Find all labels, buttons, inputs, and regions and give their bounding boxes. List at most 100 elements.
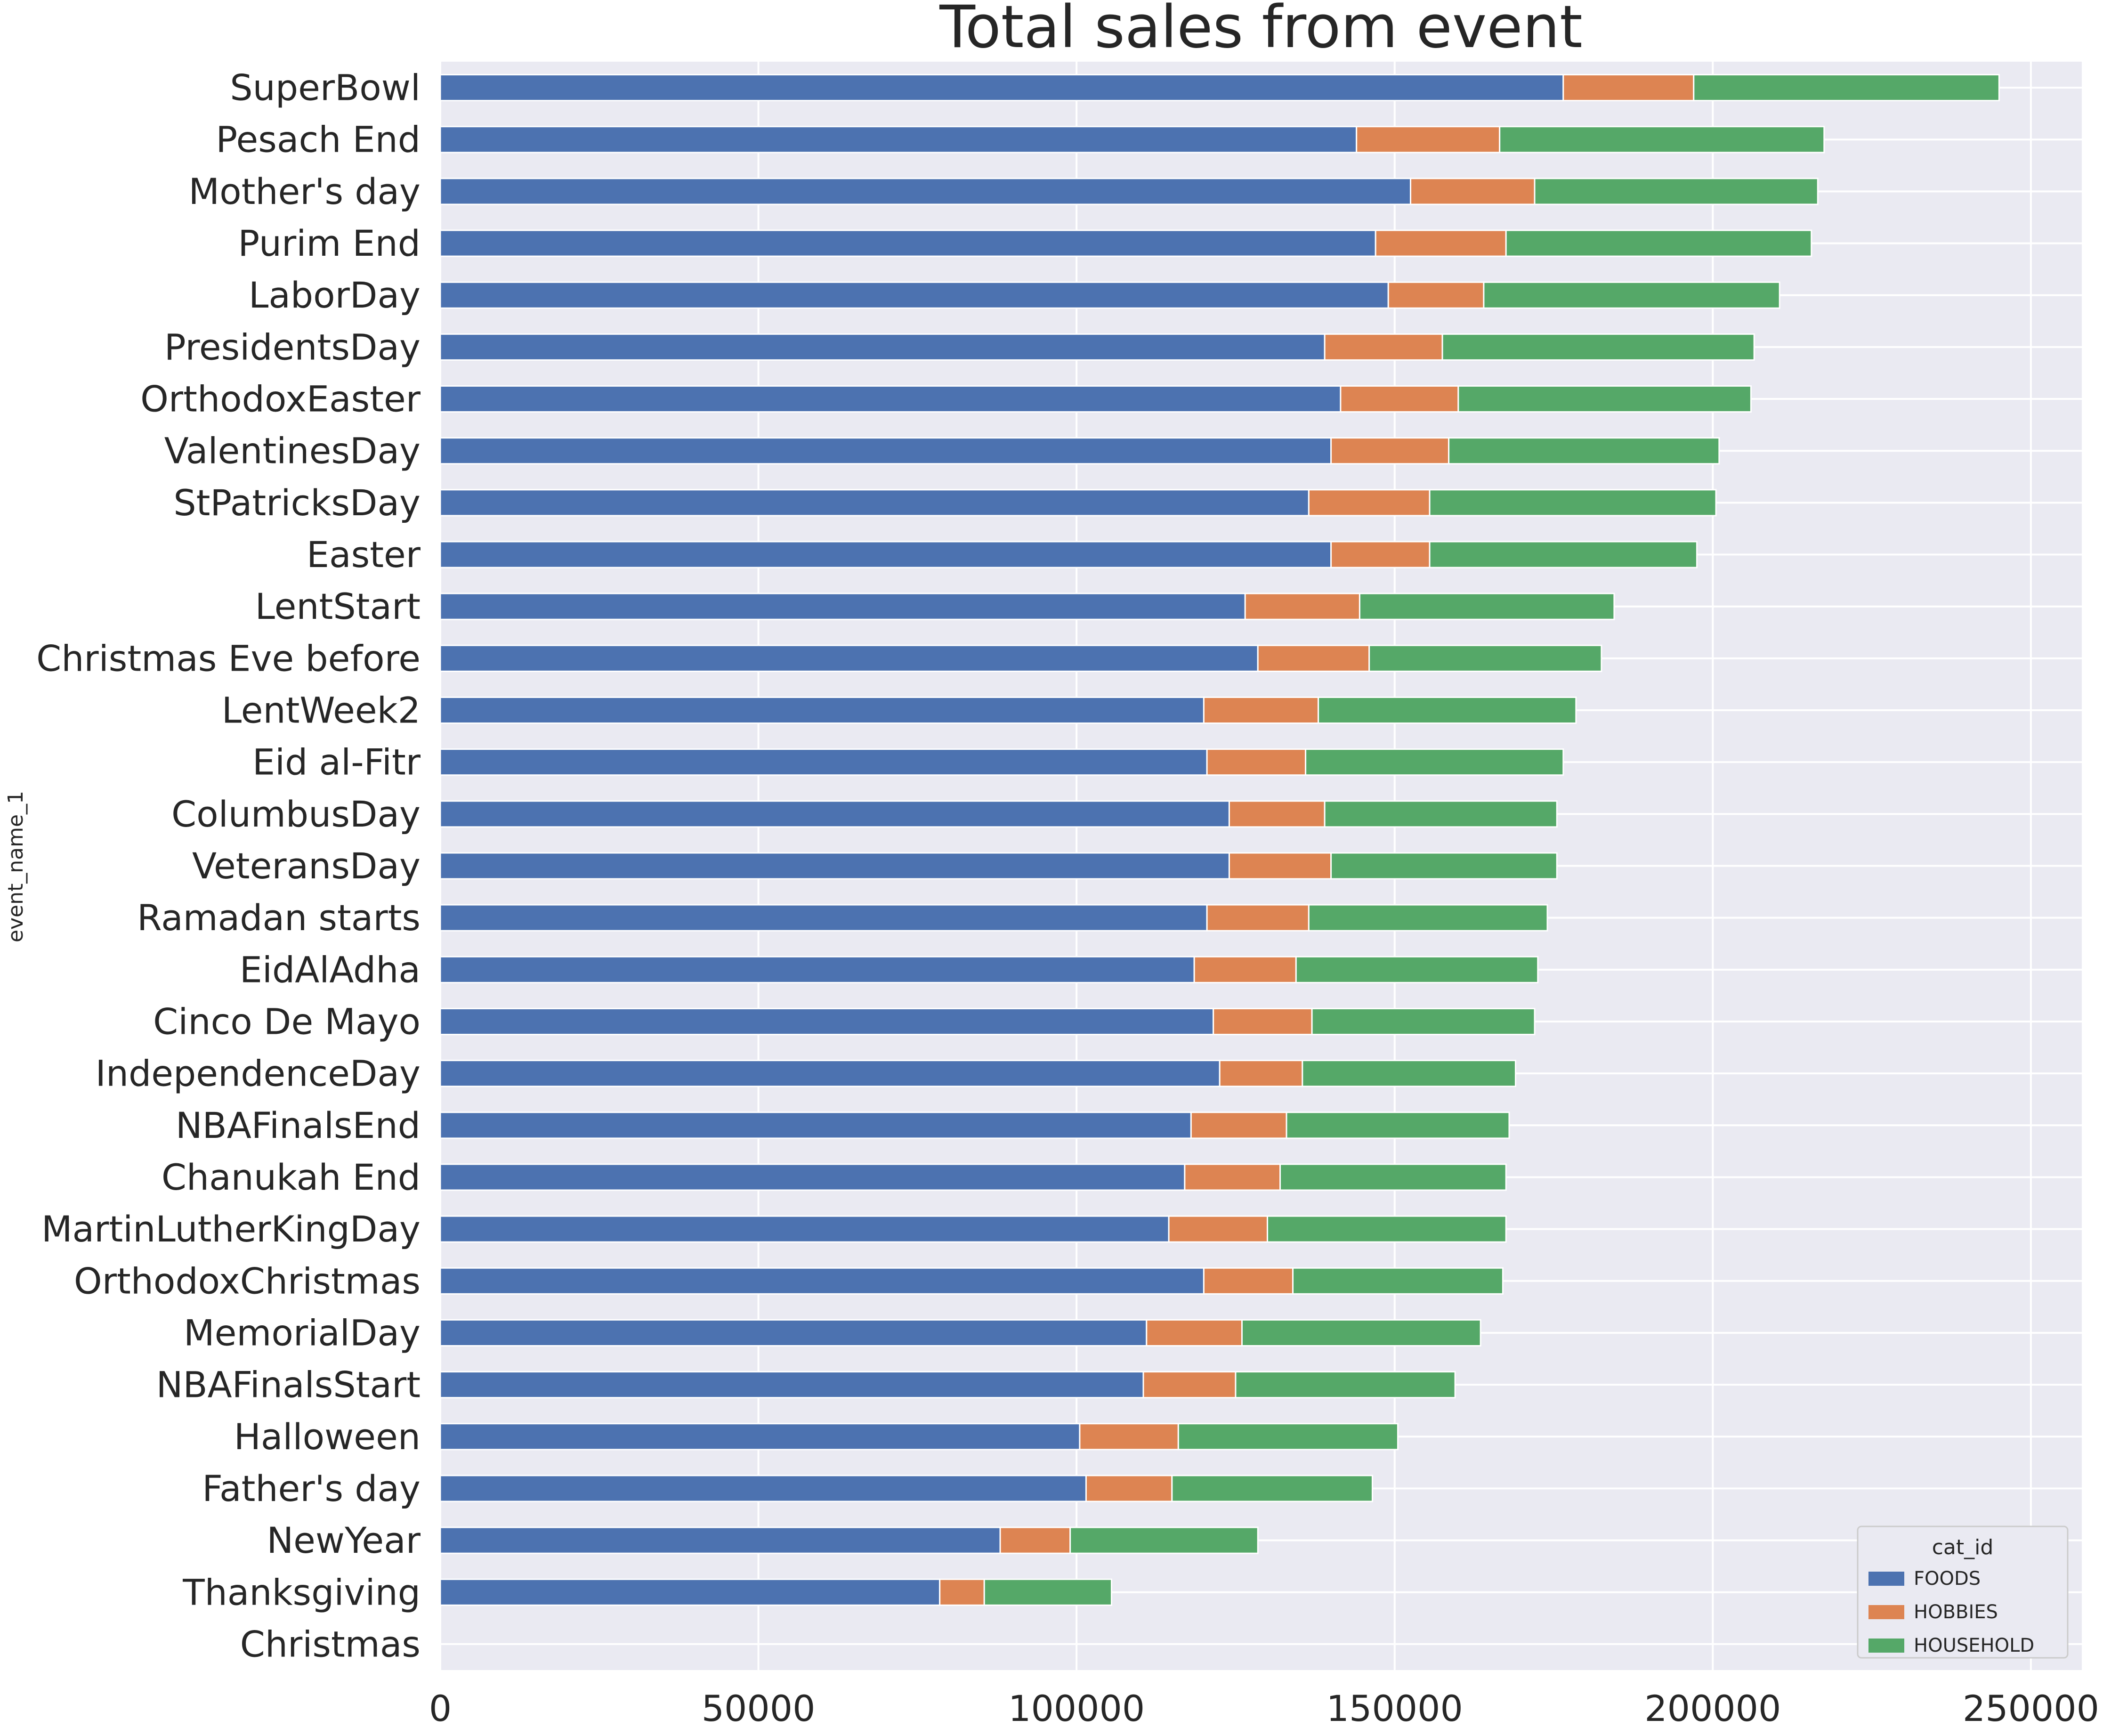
bar-segment-household [1448,437,1720,465]
legend: cat_id FOODS HOBBIES HOUSEHOLD [1857,1525,2069,1659]
y-tick-label: Mother's day [189,170,421,212]
bar-segment-household [1171,1475,1373,1502]
y-tick-label: PresidentsDay [164,326,421,368]
bar-segment-foods [439,1111,1192,1139]
x-tick-label: 0 [429,1687,452,1729]
bar-segment-hobbies [1219,1060,1303,1087]
bar-segment-hobbies [999,1526,1071,1554]
bar-segment-household [1499,126,1825,154]
bar-segment-foods [439,74,1564,102]
bar-segment-foods [439,1423,1081,1451]
y-tick-label: LentWeek2 [222,690,421,731]
bar-segment-household [1359,592,1615,620]
bar-segment-hobbies [1142,1371,1237,1399]
bar-segment-hobbies [1085,1475,1173,1502]
y-tick-label: MartinLutherKingDay [41,1208,421,1250]
bar-segment-household [1305,748,1564,776]
bar-segment-household [1235,1371,1456,1399]
y-tick-label: Christmas Eve before [36,637,421,679]
y-tick-label: NBAFinalsStart [156,1364,421,1406]
bar-segment-foods [439,1526,1001,1554]
legend-items: FOODS HOBBIES HOUSEHOLD [1868,1568,2034,1656]
y-tick-label: NewYear [267,1519,421,1561]
bar-segment-household [1483,281,1780,309]
y-tick-label: Easter [307,534,421,576]
bar-segment-foods [439,437,1332,465]
bar-segment-foods [439,956,1195,983]
bar-segment-household [983,1578,1112,1606]
bar-segment-household [1318,696,1577,724]
y-tick-label: Ramadan starts [137,897,421,939]
bar-segment-foods [439,229,1376,257]
bar-segment-household [1267,1215,1507,1243]
bar-segment-hobbies [1184,1163,1281,1191]
x-tick-label: 250000 [1963,1687,2099,1729]
bar-segment-hobbies [1324,333,1443,361]
y-tick-label: VeteransDay [192,845,421,887]
y-tick-label: EidAlAdha [240,949,421,990]
bar-segment-foods [439,1319,1148,1347]
bar-segment-household [1311,1007,1536,1036]
bar-segment-household [1429,489,1717,517]
bar-segment-hobbies [1308,489,1431,517]
bar-segment-foods [439,1163,1186,1191]
bar-segment-hobbies [1168,1215,1269,1243]
bar-segment-foods [439,904,1208,932]
y-tick-label: Thanksgiving [182,1571,421,1613]
y-tick-label: LaborDay [249,274,421,316]
y-tick-label: LentStart [255,585,421,627]
y-tick-label: SuperBowl [230,67,421,109]
bar-segment-foods [439,178,1412,205]
bar-segment-foods [439,1007,1214,1036]
x-tick-label: 50000 [702,1687,816,1729]
bar-segment-foods [439,385,1342,413]
bar-segment-foods [439,1267,1205,1295]
chart-title: Total sales from event [939,0,1583,61]
bars [439,74,2000,1606]
y-tick-label: NBAFinalsEnd [176,1104,421,1146]
bar-segment-hobbies [1203,1267,1294,1295]
bar-segment-foods [439,1578,941,1606]
bar-segment-household [1069,1526,1259,1554]
y-tick-labels: SuperBowl Pesach End Mother's day Purim End… [36,67,421,1665]
bar-segment-hobbies [1410,178,1536,205]
bar-segment-hobbies [1213,1007,1313,1036]
x-tick-labels: 0 50000 100000 150000 200000 250000 [429,1687,2099,1729]
bar-segment-hobbies [1244,592,1360,620]
legend-label-foods: FOODS [1914,1568,1981,1590]
bar-segment-foods [439,541,1332,568]
bar-segment-hobbies [1146,1319,1243,1347]
bar-segment-household [1292,1267,1504,1295]
bar-segment-foods [439,1215,1170,1243]
y-tick-label: Chanukah End [162,1156,421,1198]
legend-box [1857,1525,2069,1659]
bar-segment-hobbies [1330,437,1450,465]
bar-segment-hobbies [1203,696,1319,724]
bar-segment-household [1295,956,1539,983]
bar-segment-household [1302,1060,1516,1087]
bar-segment-hobbies [1079,1423,1179,1451]
bar-segment-household [1429,541,1698,568]
bar-segment-household [1505,229,1812,257]
bar-segment-hobbies [1340,385,1459,413]
bar-segment-foods [439,852,1230,880]
bar-segment-hobbies [1356,126,1501,154]
bar-segment-hobbies [1228,852,1332,880]
y-tick-label: ColumbusDay [171,793,421,835]
bar-segment-hobbies [1330,541,1431,568]
bar-segment-foods [439,281,1389,309]
bar-segment-foods [439,1371,1144,1399]
y-tick-label: Christmas [240,1623,421,1665]
bar-segment-hobbies [1206,904,1310,932]
y-tick-label: OrthodoxChristmas [74,1260,421,1302]
bar-segment-household [1279,1163,1507,1191]
y-tick-label: Halloween [234,1416,421,1458]
y-axis-label: event_name_1 [4,791,28,942]
bar-segment-household [1330,852,1558,880]
bar-segment-household [1308,904,1548,932]
bar-segment-household [1241,1319,1481,1347]
bar-segment-foods [439,696,1205,724]
bar-segment-hobbies [1206,748,1307,776]
legend-label-hobbies: HOBBIES [1914,1601,1998,1623]
